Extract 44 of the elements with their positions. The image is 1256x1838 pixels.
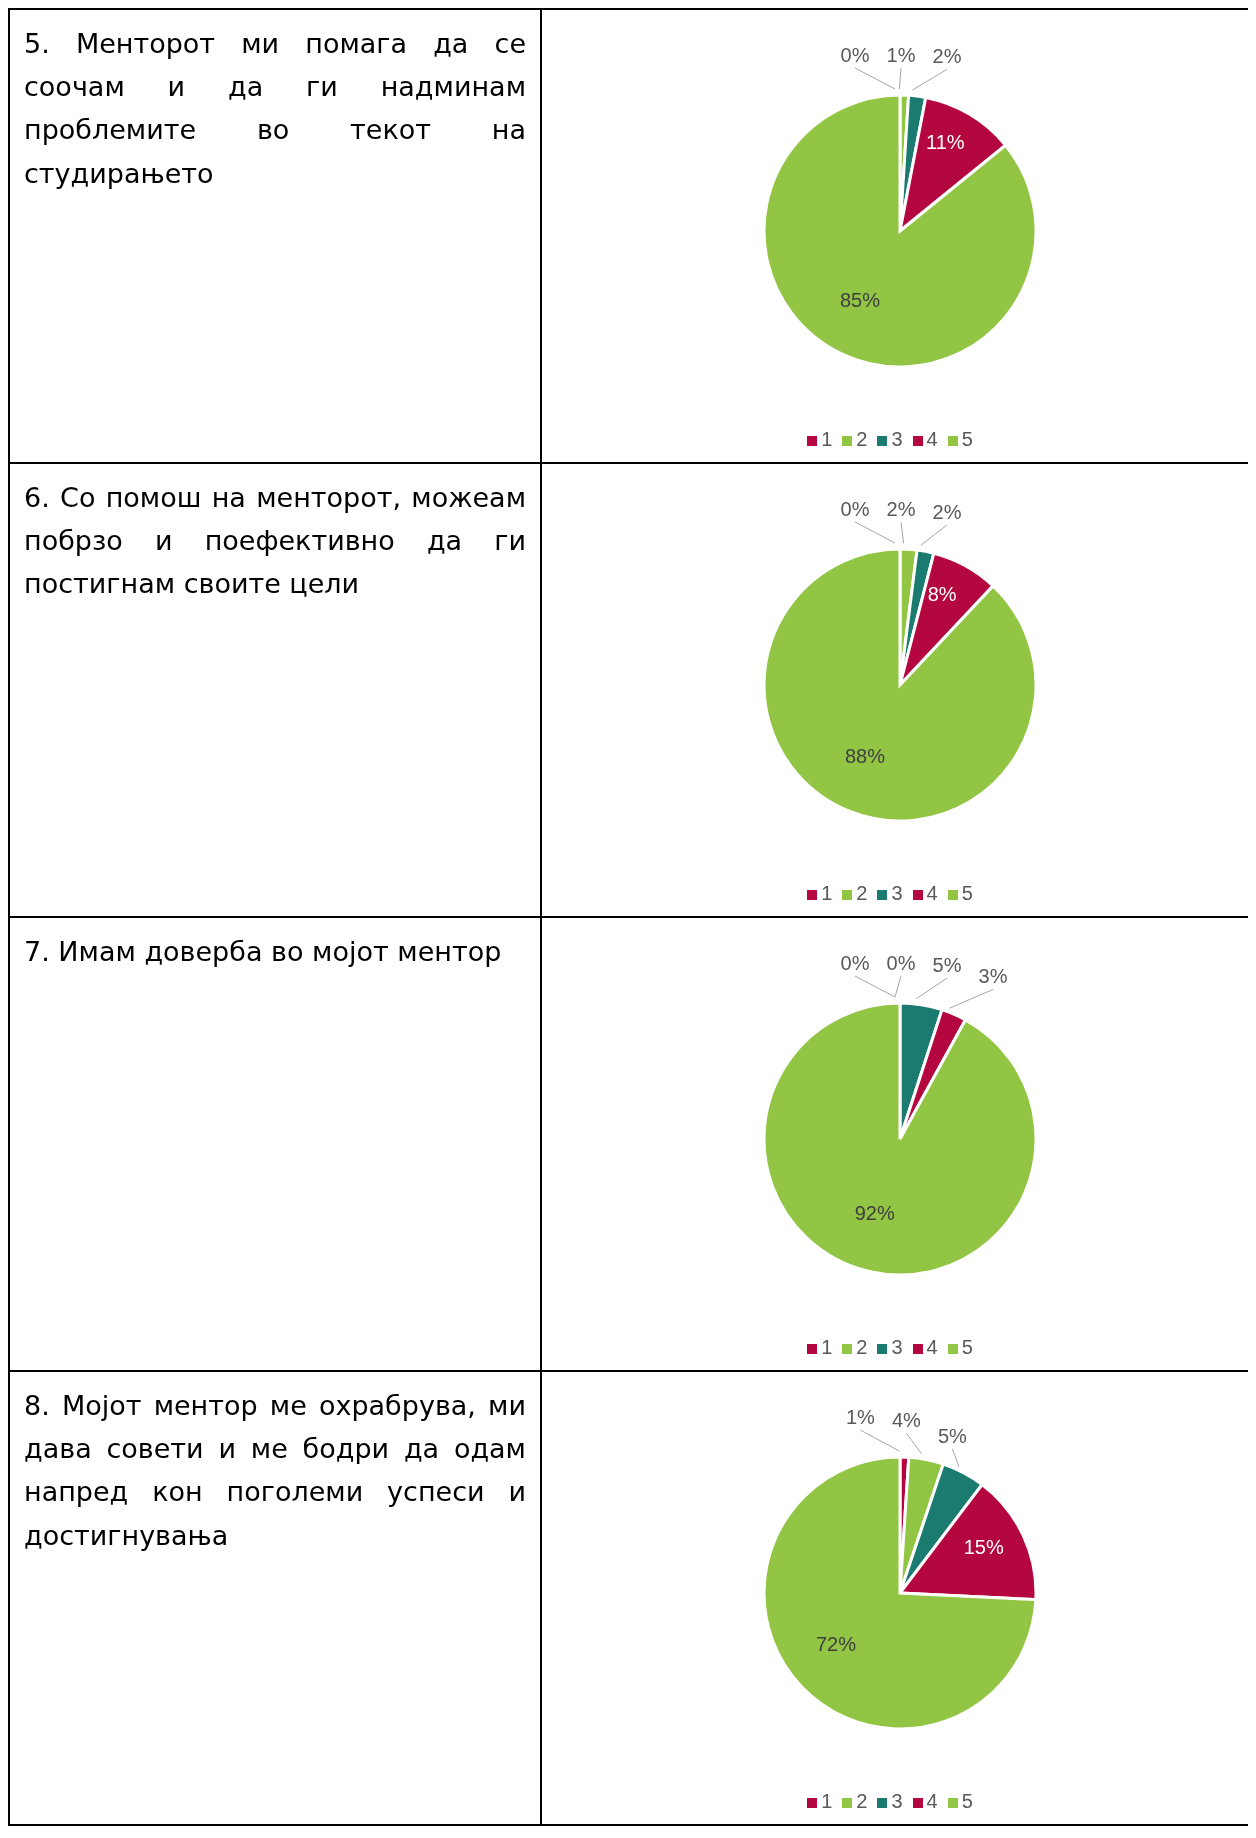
legend-label: 3 bbox=[891, 1336, 903, 1358]
legend-label: 4 bbox=[926, 882, 938, 904]
data-label: 11% bbox=[926, 130, 965, 153]
data-label: 15% bbox=[963, 1535, 1004, 1558]
legend-label: 2 bbox=[856, 1790, 868, 1812]
text: 0% bbox=[840, 44, 870, 66]
data-label: 72% bbox=[815, 1633, 857, 1656]
data-label: 2% bbox=[886, 498, 916, 521]
legend-label: 3 bbox=[891, 428, 903, 450]
legend-label: 1 bbox=[821, 428, 833, 450]
legend-label: 1 bbox=[821, 1790, 833, 1812]
legend-label: 5 bbox=[961, 1790, 973, 1812]
legend-label: 1 bbox=[821, 882, 833, 904]
data-label: 3% bbox=[978, 965, 1008, 988]
data-label: 2% bbox=[932, 45, 962, 68]
legend-label: 2 bbox=[856, 1336, 868, 1358]
data-label: 85% bbox=[839, 288, 881, 311]
legend-label: 5 bbox=[961, 882, 973, 904]
text: 0% bbox=[840, 498, 870, 520]
data-label: 1% bbox=[886, 44, 916, 67]
legend-label: 3 bbox=[891, 1790, 903, 1812]
text: 0% bbox=[840, 952, 870, 974]
text: 6. Со помош на менторот, можеам побрзо и поефективно да ги постигнам своите цели bbox=[24, 482, 526, 600]
legend-label: 5 bbox=[961, 1336, 973, 1358]
text: 7. Имам доверба во мојот ментор bbox=[24, 936, 502, 967]
data-label: 1% bbox=[845, 1406, 876, 1429]
data-label: 2% bbox=[932, 500, 962, 523]
legend-label: 1 bbox=[821, 1336, 833, 1358]
data-label: 5% bbox=[937, 1424, 968, 1447]
data-label: 5% bbox=[932, 954, 962, 977]
legend-label: 4 bbox=[926, 428, 938, 450]
data-label: 4% bbox=[891, 1409, 922, 1432]
text: 8. Мојот ментор ме охрабрува, ми дава совети и ме бодри да одам напред кон поголеми успеси и достигнувања bbox=[24, 1390, 526, 1551]
data-label: 88% bbox=[844, 744, 886, 767]
legend-label: 3 bbox=[891, 882, 903, 904]
text: 0% bbox=[886, 952, 916, 974]
legend-label: 2 bbox=[856, 882, 868, 904]
data-label: 92% bbox=[854, 1202, 895, 1225]
legend-label: 5 bbox=[961, 428, 973, 450]
legend-label: 4 bbox=[926, 1790, 938, 1812]
legend-label: 4 bbox=[926, 1336, 938, 1358]
text: 5. Менторот ми помага да се соочам и да ги надминам проблемите во текот на студирањето bbox=[24, 28, 526, 189]
legend-label: 2 bbox=[856, 428, 868, 450]
data-label: 8% bbox=[927, 583, 957, 606]
